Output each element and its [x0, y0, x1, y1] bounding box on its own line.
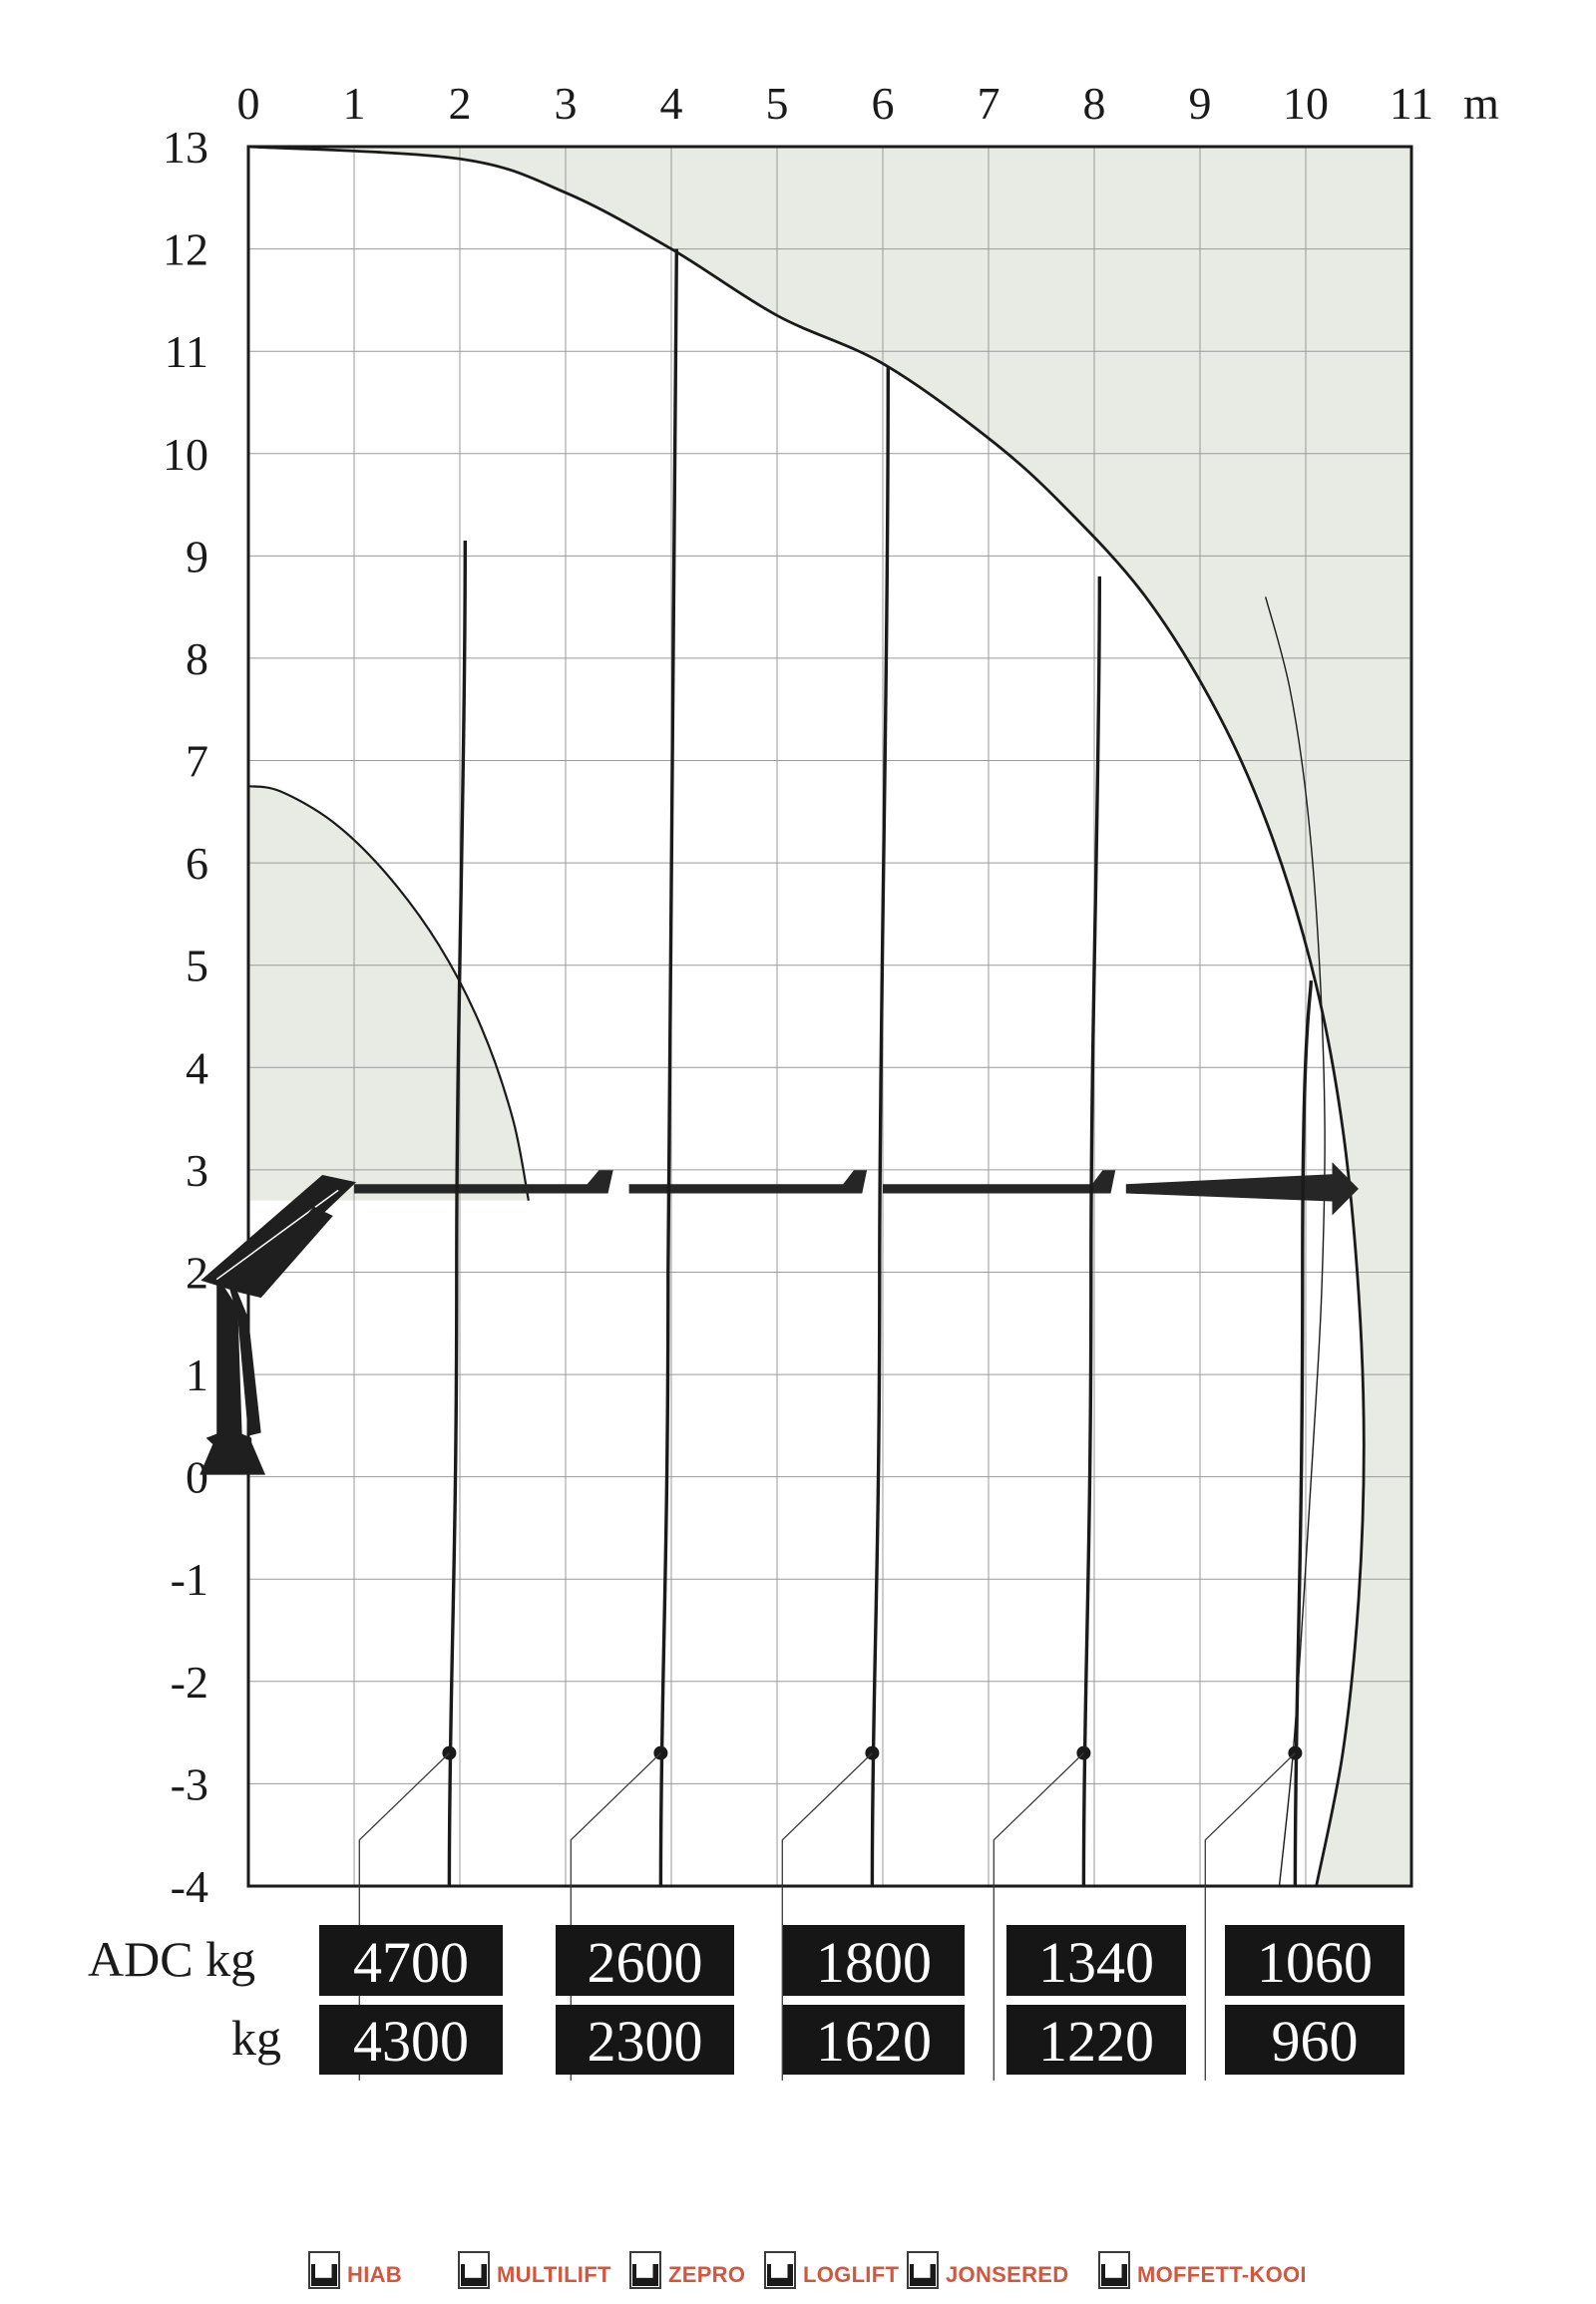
- svg-text:4: 4: [186, 1042, 208, 1093]
- svg-text:1: 1: [343, 78, 366, 129]
- svg-text:HIAB: HIAB: [347, 2262, 402, 2287]
- svg-text:0: 0: [237, 78, 260, 129]
- svg-text:MOFFETT-KOOI: MOFFETT-KOOI: [1137, 2262, 1307, 2287]
- svg-text:10: 10: [163, 429, 208, 480]
- svg-text:LOGLIFT: LOGLIFT: [803, 2262, 899, 2287]
- svg-text:7: 7: [186, 736, 208, 787]
- svg-text:4: 4: [660, 78, 683, 129]
- svg-text:2: 2: [449, 78, 472, 129]
- svg-text:9: 9: [1189, 78, 1212, 129]
- svg-text:10: 10: [1283, 78, 1329, 129]
- svg-text:1800: 1800: [816, 1930, 932, 1995]
- svg-text:kg: kg: [231, 2010, 281, 2066]
- svg-text:5: 5: [186, 941, 208, 991]
- svg-text:11: 11: [165, 326, 208, 377]
- svg-text:1060: 1060: [1257, 1930, 1373, 1995]
- svg-text:2300: 2300: [588, 2009, 703, 2074]
- svg-text:6: 6: [186, 838, 208, 889]
- svg-text:ZEPRO: ZEPRO: [668, 2262, 745, 2287]
- svg-text:1220: 1220: [1038, 2009, 1154, 2074]
- svg-text:m: m: [1463, 78, 1499, 129]
- svg-text:7: 7: [978, 78, 1000, 129]
- svg-text:ADC kg: ADC kg: [88, 1931, 255, 1987]
- svg-text:960: 960: [1272, 2009, 1359, 2074]
- svg-text:13: 13: [163, 122, 208, 173]
- svg-text:0: 0: [186, 1452, 208, 1503]
- svg-text:-4: -4: [171, 1861, 208, 1912]
- svg-text:1: 1: [186, 1349, 208, 1400]
- svg-text:2: 2: [186, 1248, 208, 1299]
- svg-text:9: 9: [186, 531, 208, 581]
- svg-text:4300: 4300: [353, 2009, 469, 2074]
- svg-text:1340: 1340: [1038, 1930, 1154, 1995]
- svg-text:1620: 1620: [816, 2009, 932, 2074]
- svg-text:JONSERED: JONSERED: [946, 2262, 1068, 2287]
- svg-text:MULTILIFT: MULTILIFT: [497, 2262, 611, 2287]
- svg-text:8: 8: [1083, 78, 1106, 129]
- svg-text:-1: -1: [171, 1554, 208, 1605]
- svg-text:-2: -2: [171, 1657, 208, 1708]
- svg-text:11: 11: [1390, 78, 1433, 129]
- svg-text:12: 12: [163, 224, 208, 275]
- svg-text:-3: -3: [171, 1758, 208, 1809]
- svg-text:8: 8: [186, 633, 208, 684]
- svg-text:3: 3: [186, 1145, 208, 1196]
- svg-text:5: 5: [766, 78, 789, 129]
- svg-text:4700: 4700: [353, 1930, 469, 1995]
- svg-text:3: 3: [555, 78, 578, 129]
- svg-text:2600: 2600: [588, 1930, 703, 1995]
- svg-text:6: 6: [872, 78, 895, 129]
